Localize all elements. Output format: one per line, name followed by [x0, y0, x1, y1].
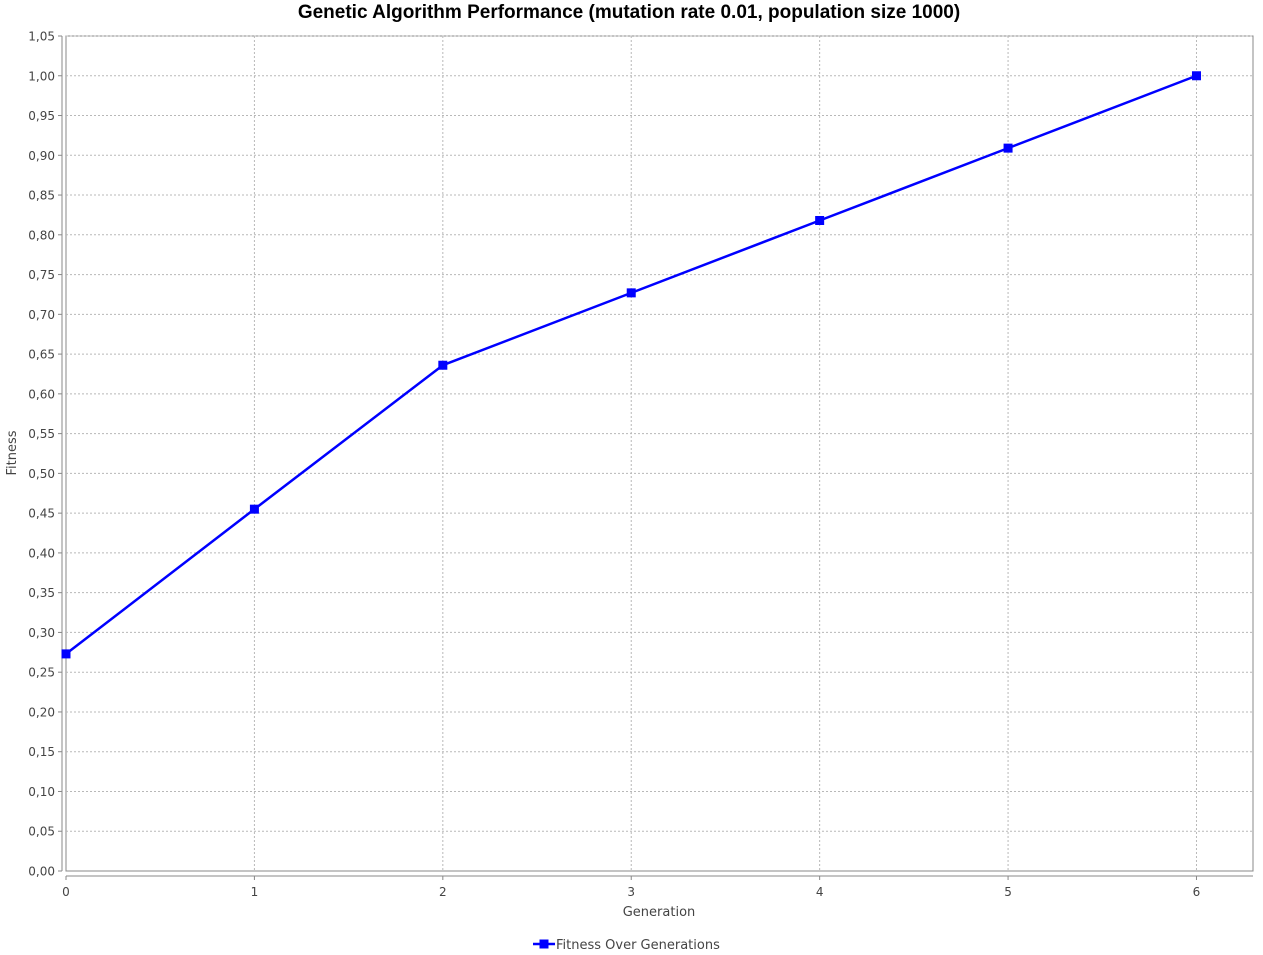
y-tick-label: 0,90: [28, 149, 55, 163]
y-tick-label: 0,10: [28, 785, 55, 799]
y-tick-label: 0,60: [28, 387, 55, 401]
x-tick-label: 1: [251, 885, 259, 899]
x-tick-label: 6: [1193, 885, 1201, 899]
y-tick-label: 0,35: [28, 586, 55, 600]
data-point-marker: [1003, 143, 1013, 153]
data-point-marker: [626, 288, 636, 298]
y-tick-label: 0,85: [28, 189, 55, 203]
data-point-marker: [1191, 71, 1201, 81]
gridlines: [66, 35, 1253, 871]
data-point-marker: [61, 649, 71, 659]
x-tick-label: 2: [439, 885, 447, 899]
y-tick-label: 0,95: [28, 109, 55, 123]
legend: Fitness Over Generations: [533, 938, 720, 953]
y-tick-label: 1,00: [28, 69, 55, 83]
y-tick-label: 0,40: [28, 546, 55, 560]
y-tick-label: 1,05: [28, 30, 55, 44]
y-tick-label: 0,70: [28, 308, 55, 322]
data-point-marker: [249, 504, 259, 514]
y-tick-label: 0,65: [28, 348, 55, 362]
chart-title: Genetic Algorithm Performance (mutation …: [298, 2, 960, 23]
y-tick-label: 0,55: [28, 427, 55, 441]
y-tick-label: 0,80: [28, 228, 55, 242]
x-tick-label: 5: [1004, 885, 1012, 899]
x-tick-label: 3: [627, 885, 635, 899]
y-axis-ticks: 0,00 0,05 0,10 0,15 0,20 0,25 0,30 0,35 0,40 0,45…: [28, 30, 62, 879]
x-tick-label: 0: [62, 885, 70, 899]
y-tick-label: 0,30: [28, 626, 55, 640]
y-tick-label: 0,20: [28, 705, 55, 719]
y-tick-label: 0,25: [28, 666, 55, 680]
y-axis-label: Fitness: [5, 430, 20, 475]
x-axis-label: Generation: [623, 905, 696, 920]
y-tick-label: 0,50: [28, 467, 55, 481]
plot-area: [65, 35, 1254, 872]
y-tick-label: 0,75: [28, 268, 55, 282]
legend-square-marker: [539, 939, 549, 949]
legend-label: Fitness Over Generations: [556, 938, 720, 953]
y-tick-label: 0,05: [28, 825, 55, 839]
data-point-marker: [815, 215, 825, 225]
series-fitness: [61, 71, 1201, 659]
x-axis-ticks: 0 1 2 3 4 5 6: [62, 876, 1200, 899]
y-tick-label: 0,45: [28, 507, 55, 521]
data-point-marker: [438, 360, 448, 370]
x-tick-label: 4: [816, 885, 824, 899]
y-tick-label: 0,15: [28, 745, 55, 759]
y-tick-label: 0,00: [28, 865, 55, 879]
